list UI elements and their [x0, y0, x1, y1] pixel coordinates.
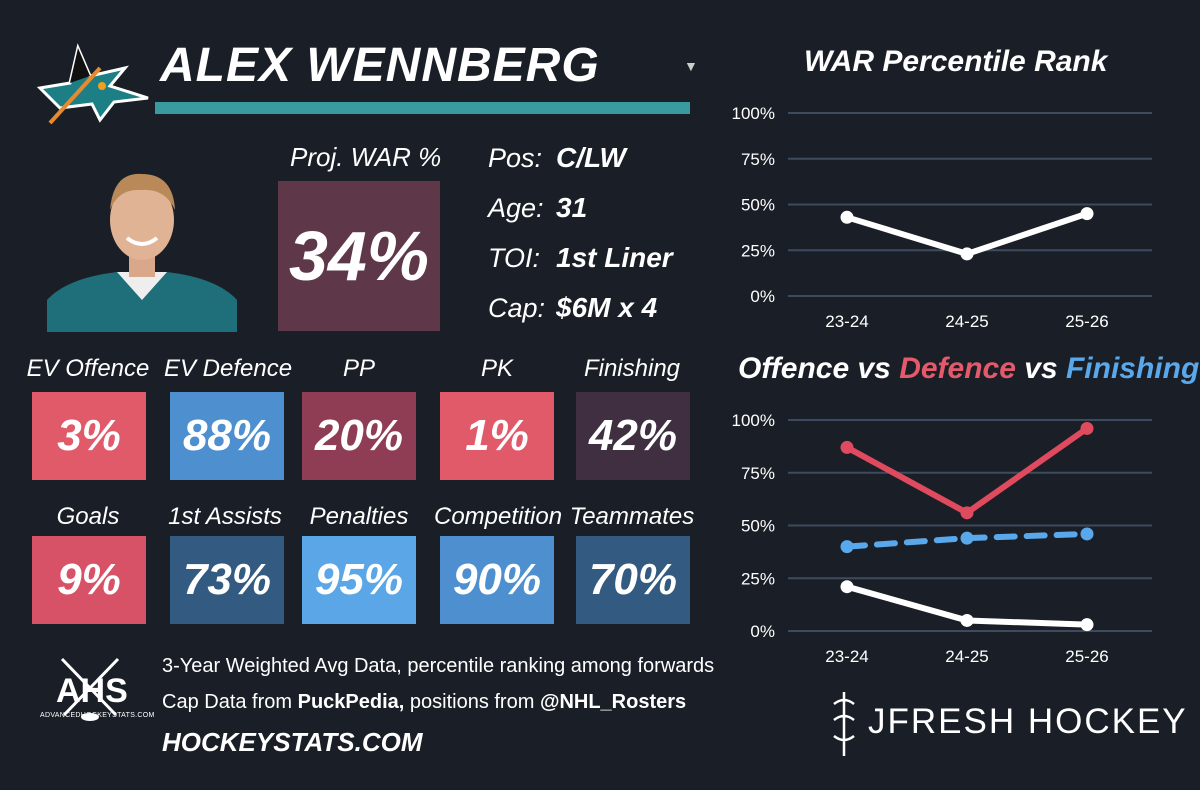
war-ytick-label: 75% [741, 150, 775, 169]
stat-label-1st-assists: 1st Assists [168, 503, 282, 530]
stat-box-1st-assists: 73% [170, 536, 284, 624]
ovd-xtick-label: 25-26 [1065, 647, 1108, 666]
stat-label-ev-defence: EV Defence [164, 355, 293, 382]
stat-label-pk: PK [480, 355, 513, 382]
bio-age-value: 31 [556, 192, 588, 223]
ovd-chart-title: Offence vs Defence vs Finishing [738, 352, 1199, 386]
footer-cap-prefix: Cap Data from [162, 691, 298, 713]
stat-value-1st-assists: 73% [182, 555, 272, 604]
ovd-title-vs2: vs [1015, 352, 1066, 385]
war-ytick-label: 25% [741, 241, 775, 260]
ovd-point-offence [840, 580, 854, 594]
bio-cap-value: $6M x 4 [556, 292, 658, 323]
stat-value-pk: 1% [465, 411, 529, 460]
stat-value-teammates: 70% [588, 555, 678, 604]
name-underline-bar [155, 102, 690, 114]
stat-box-teammates: 70% [576, 536, 690, 624]
footer-site-link[interactable]: HOCKEYSTATS.COM [162, 727, 423, 757]
bio-toi-label: TOI: [488, 243, 541, 273]
ahs-logo-url: ADVANCEDHOCKEYSTATS.COM [40, 712, 155, 719]
proj-war-value: 34% [288, 217, 430, 295]
ovd-xtick-label: 23-24 [825, 647, 868, 666]
ovd-title-finishing: Finishing [1065, 352, 1200, 385]
player-name: ALEX WENNBERG [160, 39, 600, 92]
stat-label-ev-offence: EV Offence [26, 355, 150, 382]
stat-value-pp: 20% [314, 411, 404, 460]
ovd-point-offence [960, 613, 974, 627]
stat-box-ev-offence: 3% [32, 392, 146, 480]
ovd-point-defence [960, 506, 974, 520]
stat-label-competition: Competition [434, 503, 563, 530]
war-ytick-label: 0% [750, 287, 775, 306]
war-ytick-label: 100% [732, 104, 775, 123]
footer-nhl-rosters-link[interactable]: @NHL_Rosters [539, 691, 687, 713]
bio-cap-label: Cap: [488, 293, 546, 323]
footer-pos-prefix: positions from [404, 691, 540, 713]
ovd-title-offence: Offence [738, 352, 850, 385]
team-logo-icon [36, 43, 149, 125]
stat-value-goals: 9% [57, 555, 121, 604]
proj-war-label: Proj. WAR % [290, 142, 442, 172]
war-xtick-label: 24-25 [945, 312, 988, 331]
war-point-war [840, 210, 854, 224]
stat-value-finishing: 42% [588, 411, 678, 460]
ovd-point-finishing [960, 531, 974, 545]
stat-value-ev-offence: 3% [57, 411, 121, 460]
stat-box-finishing: 42% [576, 392, 690, 480]
stat-box-pp: 20% [302, 392, 416, 480]
stat-box-ev-defence: 88% [170, 392, 284, 480]
war-ytick-label: 50% [741, 196, 775, 215]
stat-value-penalties: 95% [314, 555, 404, 604]
ovd-ytick-label: 25% [741, 569, 775, 588]
offence-defence-finishing-chart: 0% 25% 50% 75% 100% 23-24 24-25 25-26 [732, 411, 1152, 666]
stat-label-teammates: Teammates [569, 503, 695, 530]
stat-value-competition: 90% [452, 555, 542, 604]
stat-label-penalties: Penalties [309, 503, 409, 530]
stat-box-penalties: 95% [302, 536, 416, 624]
stat-box-competition: 90% [440, 536, 554, 624]
footer-note-data: 3-Year Weighted Avg Data, percentile ran… [162, 655, 715, 677]
ovd-ytick-label: 75% [741, 464, 775, 483]
jfresh-logo-icon [833, 692, 855, 756]
bio-toi-value: 1st Liner [556, 242, 673, 273]
ovd-ytick-label: 0% [750, 622, 775, 641]
ovd-point-finishing [840, 540, 854, 554]
war-xtick-label: 23-24 [825, 312, 868, 331]
ovd-point-offence [1080, 618, 1094, 632]
ovd-point-finishing [1080, 527, 1094, 541]
player-photo [47, 173, 237, 332]
ovd-title-vs1: vs [849, 352, 900, 385]
proj-war-box: 34% [278, 181, 440, 331]
ovd-ytick-label: 50% [741, 517, 775, 536]
ovd-point-defence [840, 440, 854, 454]
stat-box-pk: 1% [440, 392, 554, 480]
ovd-series-line-defence [844, 425, 1090, 516]
ovd-xtick-label: 24-25 [945, 647, 988, 666]
ovd-point-defence [1080, 421, 1094, 435]
footer-puckpedia-link[interactable]: PuckPedia, [297, 691, 405, 713]
ovd-title-defence: Defence [899, 352, 1016, 385]
stat-label-goals: Goals [56, 503, 120, 530]
brand-name: JFRESH HOCKEY [868, 702, 1188, 741]
footer-note-sources: Cap Data from PuckPedia, positions from … [162, 691, 686, 714]
stat-box-goals: 9% [32, 536, 146, 624]
war-xtick-label: 25-26 [1065, 312, 1108, 331]
ahs-logo-text: AHS [56, 672, 128, 710]
dropdown-caret-icon[interactable]: ▼ [684, 58, 698, 74]
war-point-war [1080, 207, 1094, 221]
war-percentile-chart: 0% 25% 50% 75% 100% 23-24 24-25 25-26 [732, 104, 1152, 331]
bio-pos-label: Pos: [488, 143, 543, 173]
stat-label-finishing: Finishing [583, 355, 681, 382]
bio-age-label: Age: [488, 193, 544, 223]
ahs-sticks-icon [60, 657, 120, 721]
war-chart-title: WAR Percentile Rank [804, 45, 1108, 78]
bio-pos-value: C/LW [556, 142, 626, 173]
ovd-ytick-label: 100% [732, 411, 775, 430]
war-point-war [960, 247, 974, 261]
stat-value-ev-defence: 88% [182, 411, 272, 460]
stat-label-pp: PP [342, 355, 375, 382]
